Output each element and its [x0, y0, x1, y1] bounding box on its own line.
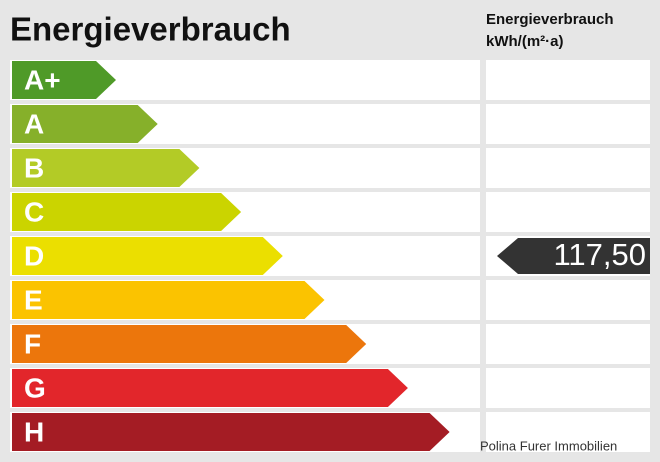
- value-panel: [486, 324, 650, 364]
- class-label: E: [24, 284, 43, 315]
- title: Energieverbrauch: [10, 11, 291, 48]
- class-label: A+: [24, 64, 61, 95]
- class-arrow: [12, 325, 367, 363]
- class-label: F: [24, 328, 41, 359]
- class-arrow: [12, 369, 408, 407]
- indicator-arrow: [497, 238, 650, 274]
- class-label: H: [24, 416, 44, 447]
- class-label: B: [24, 152, 44, 183]
- watermark: Polina Furer Immobilien: [480, 438, 617, 453]
- class-label: A: [24, 108, 44, 139]
- value-panel: [486, 104, 650, 144]
- value-panel: [486, 412, 650, 452]
- value-panel: [486, 192, 650, 232]
- class-arrow: [12, 413, 450, 451]
- unit-header: Energieverbrauch: [486, 11, 614, 28]
- class-arrow: [12, 281, 325, 319]
- indicator-value: 117,50: [553, 237, 646, 272]
- class-arrow: [12, 105, 158, 143]
- class-label: D: [24, 240, 44, 271]
- class-arrow: [12, 237, 283, 275]
- class-label: G: [24, 372, 46, 403]
- class-arrow: [12, 193, 242, 231]
- class-label: C: [24, 196, 44, 227]
- class-arrow: [12, 149, 200, 187]
- unit-header: kWh/(m²·a): [486, 33, 564, 50]
- class-arrow: [12, 61, 116, 99]
- value-panel: [486, 280, 650, 320]
- value-panel: [486, 368, 650, 408]
- value-panel: [486, 148, 650, 188]
- value-panel: [486, 60, 650, 100]
